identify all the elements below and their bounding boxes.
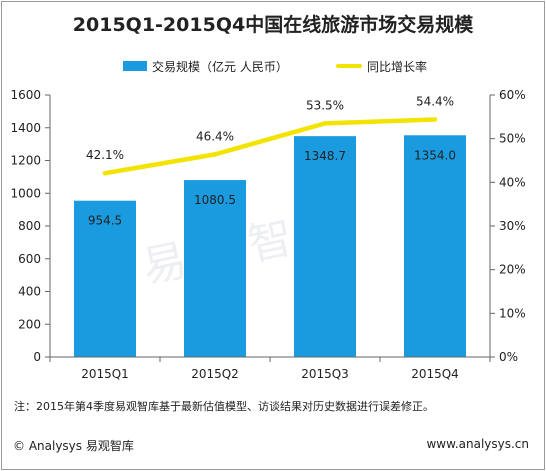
y-right-tick-label: 10% xyxy=(499,306,526,320)
y-left-tick-label: 1400 xyxy=(10,121,41,135)
y-right-tick-label: 20% xyxy=(499,263,526,277)
bar xyxy=(184,180,246,357)
y-right-tick-label: 40% xyxy=(499,175,526,189)
growth-rate-point xyxy=(432,117,438,122)
x-tick-label: 2015Q4 xyxy=(411,367,459,381)
y-right-tick-label: 30% xyxy=(499,219,526,233)
growth-rate-point xyxy=(322,121,328,126)
legend-label-line: 同比增长率 xyxy=(367,60,428,74)
y-left-tick-label: 200 xyxy=(18,317,41,331)
y-right-tick-label: 0% xyxy=(499,350,518,364)
growth-rate-label: 53.5% xyxy=(306,98,344,112)
x-tick-label: 2015Q2 xyxy=(191,367,239,381)
bar-value-label: 1354.0 xyxy=(414,148,456,162)
x-tick-label: 2015Q1 xyxy=(81,367,129,381)
growth-rate-point xyxy=(102,170,108,176)
growth-rate-line xyxy=(102,117,438,176)
y-left-tick-label: 400 xyxy=(18,285,41,299)
growth-rate-label: 54.4% xyxy=(416,94,454,108)
y-left-tick-label: 0 xyxy=(33,350,41,364)
y-right-tick-label: 50% xyxy=(499,132,526,146)
bar xyxy=(294,136,356,357)
legend-label-bar: 交易规模（亿元 人民币） xyxy=(152,60,288,74)
y-left-tick-label: 800 xyxy=(18,219,41,233)
bar-value-label: 1080.5 xyxy=(194,193,236,207)
growth-rate-label: 46.4% xyxy=(196,129,234,143)
growth-rate-label: 42.1% xyxy=(86,148,124,162)
footnote: 注：2015年第4季度易观智库基于最新估值模型、访谈结果对历史数据进行误差修正。 xyxy=(14,400,434,413)
y-left-tick-label: 1600 xyxy=(10,88,41,102)
legend-swatch-bar xyxy=(123,61,147,71)
bar-value-label: 1348.7 xyxy=(304,149,346,163)
legend-swatch-line xyxy=(336,64,362,68)
chart-plot: 0 200 400 600 800 1000 1200 1400 1600 0% 10% 20% 30%… xyxy=(10,88,526,381)
footer-website[interactable]: www.analysys.cn xyxy=(426,437,529,451)
growth-rate-point xyxy=(212,152,218,157)
bar-value-label: 954.5 xyxy=(88,214,122,228)
footer-copyright: © Analysys 易观智库 xyxy=(13,439,134,453)
chart-title: 2015Q1-2015Q4中国在线旅游市场交易规模 xyxy=(72,14,474,36)
bar xyxy=(74,200,136,357)
y-left-tick-label: 600 xyxy=(18,252,41,266)
y-left-tick-label: 1200 xyxy=(10,154,41,168)
y-right-tick-label: 60% xyxy=(499,88,526,102)
y-left-tick-label: 1000 xyxy=(10,186,41,200)
x-tick-label: 2015Q3 xyxy=(301,367,349,381)
bar xyxy=(404,135,466,357)
legend: 交易规模（亿元 人民币） 同比增长率 xyxy=(0,58,546,74)
